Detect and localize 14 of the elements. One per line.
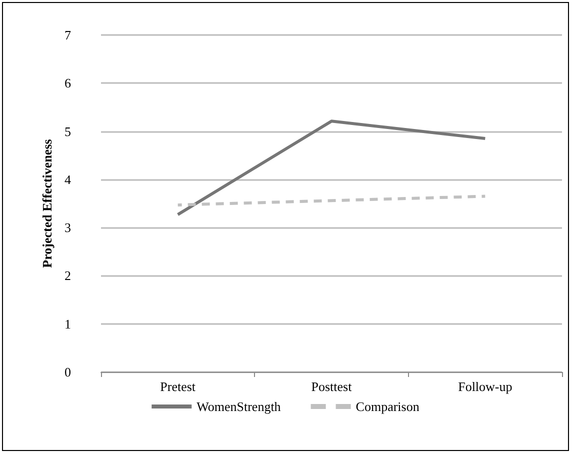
legend-label: WomenStrength xyxy=(196,399,282,414)
y-axis-title: Projected Effectiveness xyxy=(40,139,55,268)
y-tick-label: 3 xyxy=(64,220,71,236)
y-tick-label: 5 xyxy=(64,124,71,139)
y-tick-label: 7 xyxy=(64,28,72,42)
y-tick-label: 0 xyxy=(64,364,71,380)
legend-label: Comparison xyxy=(356,399,420,414)
y-tick-label: 4 xyxy=(64,172,72,187)
x-tick-label: Follow-up xyxy=(458,379,512,394)
y-tick-label: 1 xyxy=(64,316,71,332)
x-tick-label: Posttest xyxy=(311,379,352,394)
y-tick-label: 2 xyxy=(64,268,71,284)
x-tick-label: Pretest xyxy=(160,379,196,394)
y-tick-label: 6 xyxy=(64,76,72,91)
